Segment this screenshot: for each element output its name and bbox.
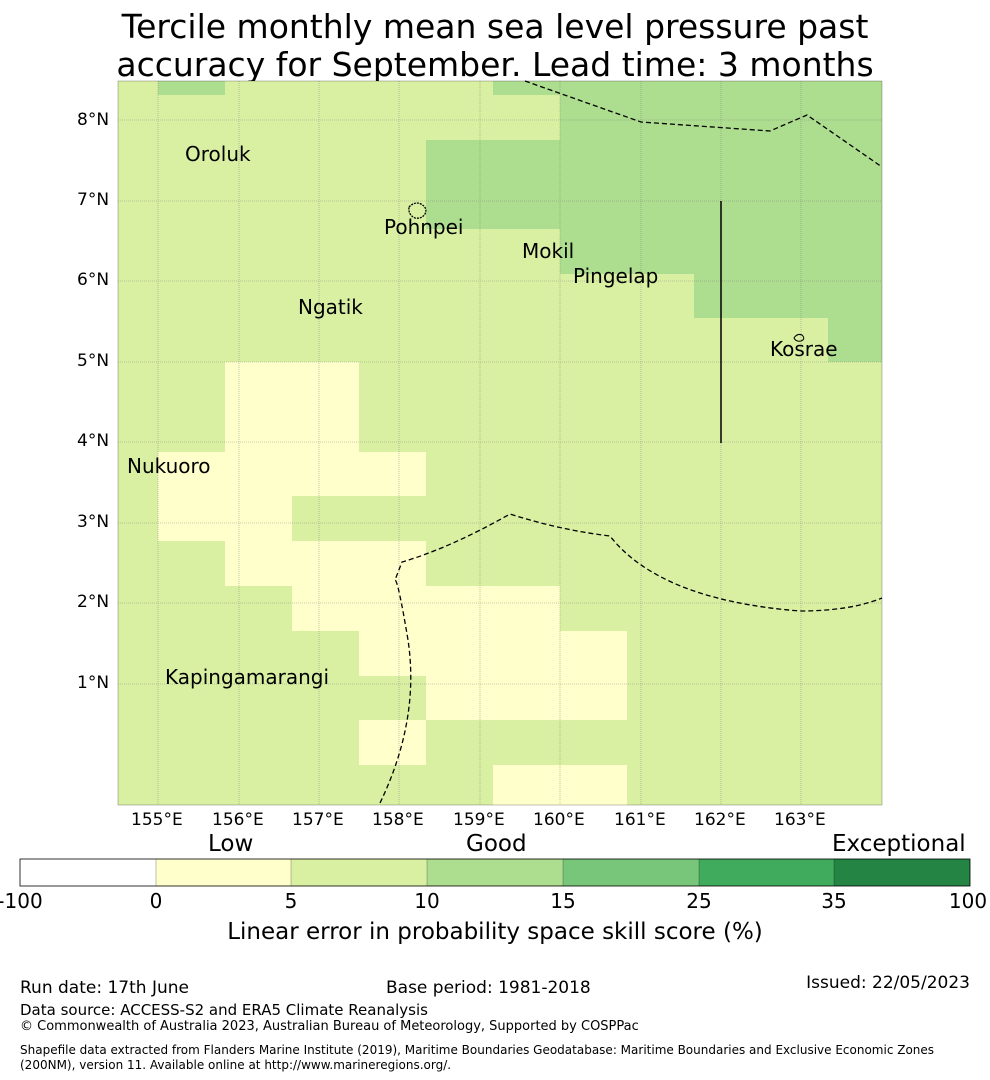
pohnpei-island-outline [408, 202, 427, 219]
lon-label-159e: 159°E [453, 810, 505, 830]
map-frame [117, 80, 883, 806]
legend-tick: -100 [0, 889, 43, 913]
lat-label-7n: 7°N [77, 190, 110, 210]
skill-cell [359, 631, 627, 676]
issued-date: Issued: 22/05/2023 [806, 973, 970, 993]
lon-label-158e: 158°E [372, 810, 424, 830]
legend-tick: 35 [821, 889, 847, 913]
legend-tick: 25 [686, 889, 712, 913]
colorbar-segment-10-15 [427, 859, 563, 886]
map-title-line1: Tercile monthly mean sea level pressure … [121, 7, 869, 46]
place-label-oroluk: Oroluk [185, 142, 251, 166]
legend-category-low: Low [208, 831, 254, 857]
base-period: Base period: 1981-2018 [386, 978, 591, 998]
legend-tick: 5 [284, 889, 298, 913]
colorbar-outline [19, 858, 971, 887]
lat-label-8n: 8°N [77, 110, 110, 130]
skill-cell [225, 541, 426, 586]
colorbar-label: Linear error in probability space skill … [227, 919, 763, 945]
legend-tick: 10 [414, 889, 440, 913]
legend-tick: 0 [149, 889, 163, 913]
place-label-mokil: Mokil [522, 239, 575, 263]
skill-cell [158, 81, 225, 95]
lon-label-162e: 162°E [694, 810, 746, 830]
colorbar-segment-15-25 [563, 859, 699, 886]
lon-label-161e: 161°E [614, 810, 666, 830]
lat-label-1n: 1°N [77, 673, 110, 693]
colorbar-dividers [155, 859, 835, 886]
colorbar-segment-5-10 [291, 859, 427, 886]
place-label-nukuoro: Nukuoro [127, 454, 211, 478]
shapefile-credit-line2: (200NM), version 11. Available online at… [20, 1058, 452, 1072]
skill-cell [158, 496, 292, 541]
skill-cell [828, 318, 882, 362]
lon-label-156e: 156°E [212, 810, 264, 830]
colorbar [19, 858, 971, 887]
skill-cell [493, 81, 882, 95]
lon-label-155e: 155°E [131, 810, 183, 830]
low-skill-cells [158, 362, 627, 805]
lon-label-163e: 163°E [774, 810, 826, 830]
lat-label-6n: 6°N [77, 270, 110, 290]
place-label-ngatik: Ngatik [298, 295, 363, 319]
map-title-line2: accuracy for September. Lead time: 3 mon… [116, 45, 874, 84]
skill-cell [426, 676, 627, 720]
place-label-kosrae: Kosrae [770, 337, 838, 361]
kosrae-island-outline [793, 333, 805, 342]
legend-category-exceptional: Exceptional [832, 831, 966, 857]
skill-cell [225, 362, 359, 452]
skill-cell [426, 140, 882, 229]
data-source: Data source: ACCESS-S2 and ERA5 Climate … [20, 1001, 428, 1019]
lon-label-160e: 160°E [533, 810, 585, 830]
colorbar-segment-neg100-0 [20, 859, 156, 886]
legend-tick: 15 [550, 889, 576, 913]
lon-label-157e: 157°E [292, 810, 344, 830]
skill-cell [158, 452, 426, 496]
lat-label-5n: 5°N [77, 351, 110, 371]
lat-label-2n: 2°N [77, 592, 110, 612]
colorbar-segment-35-100 [834, 859, 970, 886]
eez-boundaries [379, 80, 883, 804]
place-label-pingelap: Pingelap [573, 264, 659, 288]
colorbar-segment-0-5 [156, 859, 291, 886]
skill-cell [292, 586, 560, 631]
skill-cell [359, 720, 426, 765]
lat-label-4n: 4°N [77, 431, 110, 451]
place-label-pohnpei: Pohnpei [384, 215, 464, 239]
copyright: © Commonwealth of Australia 2023, Austra… [20, 1019, 639, 1034]
legend-tick: 100 [948, 889, 988, 913]
colorbar-segment-25-35 [699, 859, 834, 886]
run-date: Run date: 17th June [20, 978, 189, 998]
shapefile-credit-line1: Shapefile data extracted from Flanders M… [20, 1043, 935, 1057]
legend-category-good: Good [466, 831, 527, 857]
lat-label-3n: 3°N [77, 512, 110, 532]
eez-boundary-south [379, 513, 883, 804]
eez-boundary-north [524, 80, 883, 168]
place-label-kapingamarangi: Kapingamarangi [165, 665, 330, 689]
skill-cell [694, 274, 882, 318]
